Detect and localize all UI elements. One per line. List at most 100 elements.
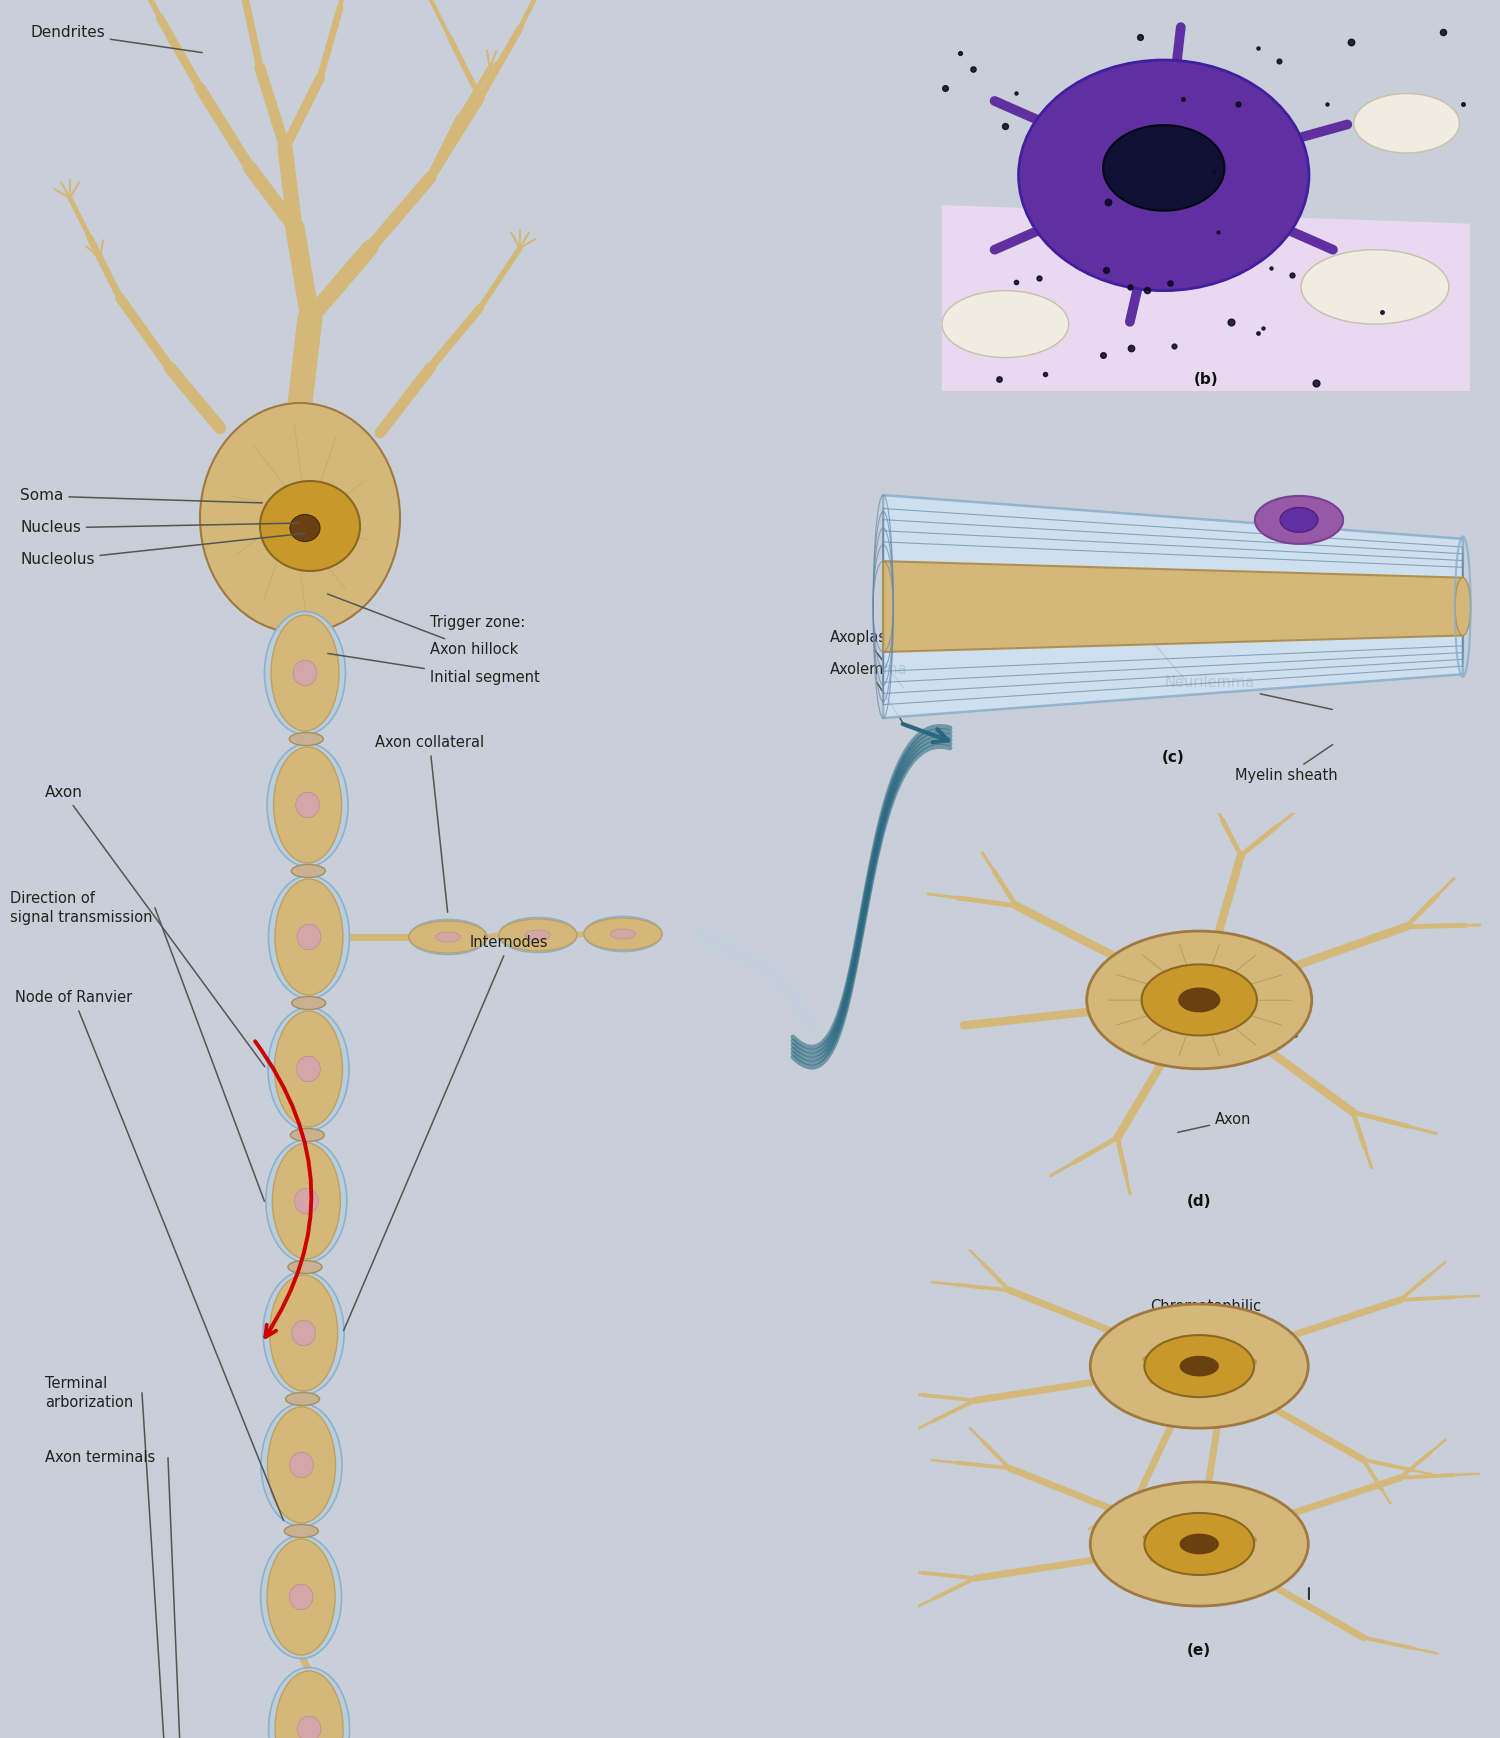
Ellipse shape [290,1453,314,1477]
Text: Axon: Axon [1178,1112,1251,1133]
Text: Axon hillock: Axon hillock [327,594,519,657]
Ellipse shape [266,1140,346,1262]
Ellipse shape [272,615,339,732]
Ellipse shape [610,930,636,939]
Ellipse shape [1184,1564,1210,1575]
Polygon shape [884,495,1462,718]
Ellipse shape [261,1404,342,1526]
Ellipse shape [290,1585,314,1609]
Ellipse shape [584,918,662,951]
Ellipse shape [1144,1335,1254,1397]
Text: Myelin sheath: Myelin sheath [1234,744,1338,784]
Ellipse shape [1230,1356,1257,1368]
Ellipse shape [584,916,662,951]
Ellipse shape [1184,1385,1210,1396]
Ellipse shape [297,925,321,949]
Ellipse shape [274,1670,344,1738]
Ellipse shape [942,290,1068,358]
Ellipse shape [260,481,360,572]
Text: Neurofibrils: Neurofibrils [1182,1012,1299,1041]
Ellipse shape [268,1667,350,1738]
Ellipse shape [1142,965,1257,1036]
Ellipse shape [1168,1516,1196,1526]
Ellipse shape [290,732,324,746]
Ellipse shape [200,403,400,633]
Text: Neurilemma: Neurilemma [1166,676,1332,709]
Ellipse shape [285,1392,320,1406]
Text: (e): (e) [1186,1642,1212,1658]
Ellipse shape [525,930,550,940]
Ellipse shape [291,864,326,878]
Ellipse shape [1168,1338,1196,1349]
Ellipse shape [288,1260,322,1274]
Ellipse shape [267,1408,336,1522]
Ellipse shape [410,921,488,952]
Ellipse shape [1455,577,1470,636]
Text: Nucleus: Nucleus [20,520,298,535]
Text: (c): (c) [1161,751,1185,765]
Ellipse shape [1143,1354,1170,1364]
Polygon shape [884,561,1462,652]
Ellipse shape [1300,250,1449,323]
Ellipse shape [1102,125,1224,210]
Ellipse shape [264,612,345,735]
Ellipse shape [270,1276,338,1390]
Ellipse shape [1280,507,1318,532]
Ellipse shape [273,747,342,864]
Ellipse shape [274,879,344,994]
Text: Trigger zone:: Trigger zone: [430,615,525,631]
Text: Axolemma: Axolemma [830,662,908,723]
Ellipse shape [268,876,350,999]
Text: Axon terminals: Axon terminals [45,1451,156,1465]
Ellipse shape [1208,1517,1234,1528]
Ellipse shape [297,1057,321,1081]
Text: (b): (b) [1194,372,1218,388]
Ellipse shape [273,1144,340,1258]
Ellipse shape [1144,1514,1254,1575]
Ellipse shape [1179,1533,1219,1554]
Ellipse shape [1256,495,1342,544]
Ellipse shape [1179,1356,1219,1376]
Ellipse shape [291,996,326,1010]
Text: Dendrites: Dendrites [30,26,202,52]
Polygon shape [942,205,1470,391]
Ellipse shape [267,744,348,867]
Ellipse shape [290,514,320,542]
Text: Node of Ranvier: Node of Ranvier [15,991,284,1521]
Text: Axon
hillock: Axon hillock [1188,1526,1263,1564]
Ellipse shape [500,918,578,952]
Ellipse shape [1220,1376,1246,1389]
Ellipse shape [291,1128,324,1142]
Text: Chromatophilic
substance: Chromatophilic substance [1150,1300,1262,1333]
Ellipse shape [268,1008,350,1130]
Ellipse shape [1143,1531,1170,1543]
Text: Terminal
arborization: Terminal arborization [45,1375,134,1411]
Ellipse shape [261,1535,342,1658]
Ellipse shape [267,1540,334,1655]
Ellipse shape [1178,987,1221,1012]
Ellipse shape [262,1272,344,1394]
Text: Axoplasm: Axoplasm [830,631,903,688]
Text: Soma: Soma [20,488,262,504]
Text: Internodes: Internodes [344,935,549,1331]
Ellipse shape [1354,94,1460,153]
Ellipse shape [285,1524,318,1538]
Ellipse shape [292,660,316,687]
Ellipse shape [297,1715,321,1738]
Ellipse shape [500,919,578,951]
Ellipse shape [1019,61,1310,290]
Ellipse shape [1149,1375,1176,1385]
Ellipse shape [1086,932,1311,1069]
Text: Initial segment: Initial segment [327,653,540,685]
Ellipse shape [1230,1535,1257,1545]
Ellipse shape [1090,1483,1308,1606]
Text: Axon collateral: Axon collateral [375,735,484,912]
Ellipse shape [294,1189,318,1213]
Text: Direction of
signal transmission: Direction of signal transmission [10,890,153,925]
Ellipse shape [1220,1556,1246,1566]
Ellipse shape [296,793,320,819]
Text: Schwann cell
nucleus: Schwann cell nucleus [1095,607,1191,640]
Text: (d): (d) [1186,1194,1212,1210]
Ellipse shape [1090,1304,1308,1429]
Text: Axon: Axon [45,786,266,1067]
